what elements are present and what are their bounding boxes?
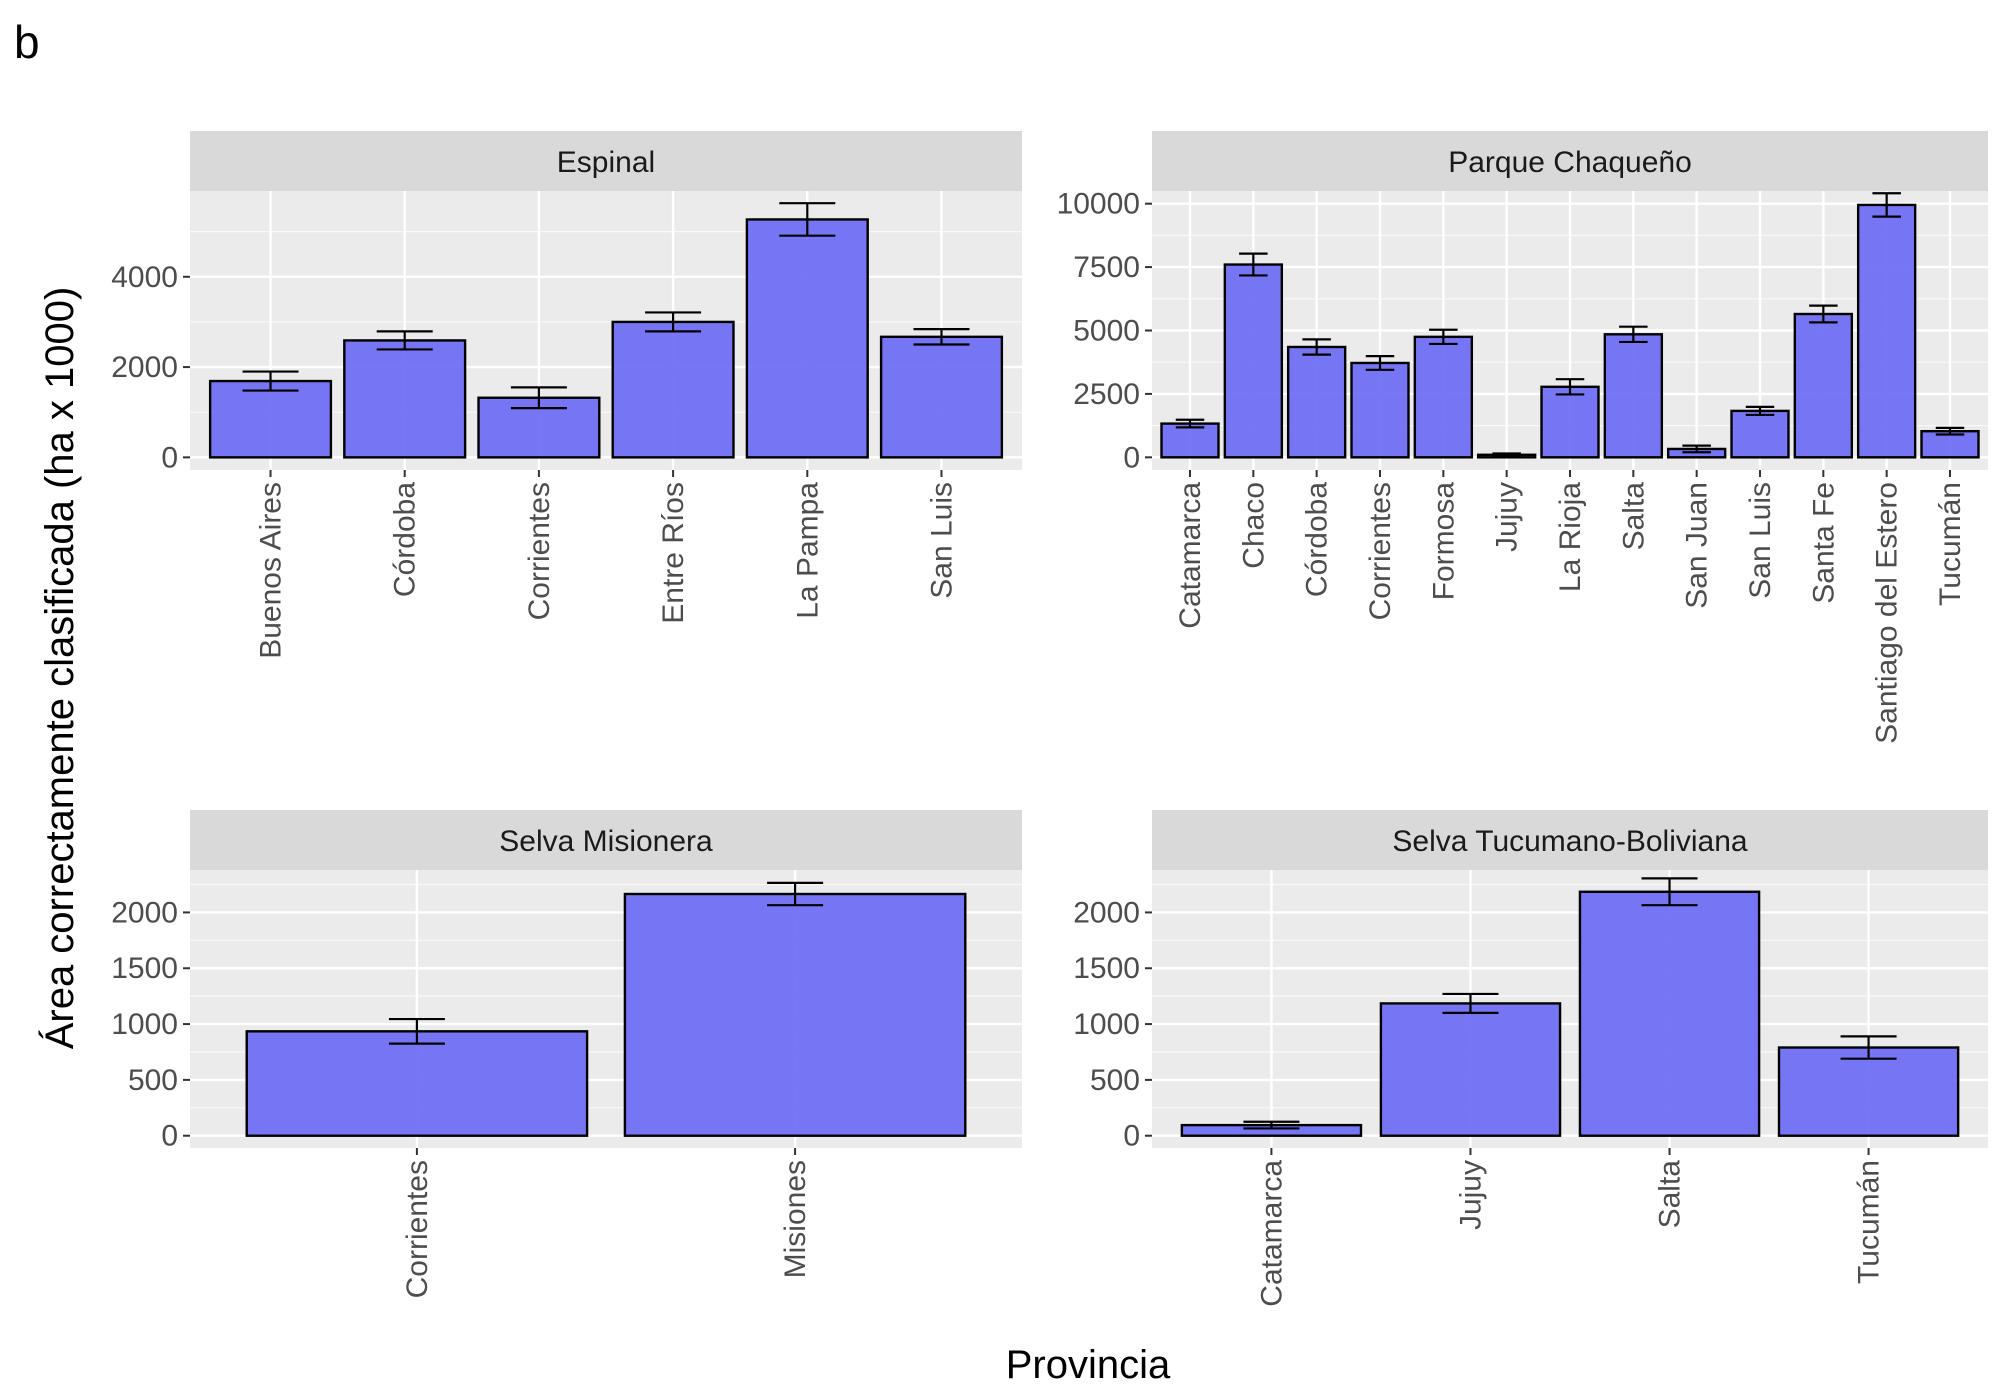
y-tick-label: 10000 (1057, 188, 1140, 221)
bar (1350, 361, 1410, 459)
x-tick-label: La Rioja (1554, 482, 1587, 592)
facet-strip (1152, 131, 1988, 191)
facet-panels: Espinal 0 2000 4000 Buenos Aires Córdoba Corri… (111, 131, 1988, 1307)
facet-strip (190, 810, 1022, 870)
facet-title: Parque Chaqueño (1448, 146, 1692, 179)
y-tick-label: 1000 (1073, 1008, 1140, 1041)
x-tick-label: Tucumán (1934, 482, 1967, 606)
facet-title: Selva Tucumano-Boliviana (1392, 825, 1748, 858)
bar (879, 335, 1004, 459)
bar (245, 1030, 589, 1137)
y-tick-label: 1500 (111, 952, 178, 985)
bar (208, 379, 333, 459)
y-tick-label: 2500 (1073, 378, 1140, 411)
x-tick-label: Santa Fe (1807, 482, 1840, 604)
y-tick-label: 0 (161, 441, 178, 474)
bar (1223, 263, 1284, 459)
x-tick-label: Tucumán (1853, 1160, 1886, 1284)
y-tick-label: 0 (1123, 441, 1140, 474)
bar (1730, 409, 1790, 459)
x-tick-label: Jujuy (1491, 482, 1524, 552)
x-tick-label: Buenos Aires (255, 482, 288, 659)
x-tick-label: Corrientes (401, 1160, 434, 1298)
bar (343, 339, 467, 459)
facet-panel: Selva Tucumano-Boliviana 0 500 1000 1500 2000… (1073, 810, 1988, 1307)
x-tick-label: Catamarca (1174, 482, 1207, 629)
facet-panel: Parque Chaqueño 0 2500 5000 7500 10000 Catamar… (1057, 131, 1988, 744)
y-tick-label: 500 (1090, 1064, 1140, 1097)
y-tick-label: 1500 (1073, 952, 1140, 985)
y-tick-label: 2000 (111, 351, 178, 384)
x-tick-label: Chaco (1237, 482, 1270, 569)
facet-title: Selva Misionera (499, 825, 713, 858)
bar (745, 218, 869, 459)
x-tick-label: Entre Ríos (657, 482, 690, 624)
y-tick-label: 2000 (1073, 896, 1140, 929)
x-tick-label: Jujuy (1454, 1160, 1487, 1230)
x-tick-label: Salta (1654, 1160, 1687, 1229)
bar (623, 892, 967, 1137)
y-tick-label: 7500 (1073, 251, 1140, 284)
x-tick-label: Corrientes (523, 482, 556, 620)
y-tick-label: 0 (161, 1120, 178, 1153)
x-tick-label: San Luis (1744, 482, 1777, 599)
x-tick-label: La Pampa (791, 482, 824, 619)
bar (1540, 385, 1600, 459)
x-tick-label: Formosa (1427, 482, 1460, 601)
y-tick-label: 2000 (111, 896, 178, 929)
figure-tag: b (14, 16, 40, 68)
y-tick-label: 4000 (111, 261, 178, 294)
bar (1413, 335, 1474, 459)
x-tick-label: San Juan (1681, 482, 1714, 609)
y-tick-label: 5000 (1073, 315, 1140, 348)
x-tick-label: Salta (1617, 482, 1650, 551)
facet-strip (190, 131, 1022, 191)
facet-strip (1152, 810, 1988, 870)
x-tick-label: Corrientes (1364, 482, 1397, 620)
bar (1793, 312, 1854, 459)
x-tick-label: Córdoba (389, 482, 422, 597)
bar (1160, 422, 1220, 459)
bar (1777, 1046, 1960, 1137)
x-axis-title: Provincia (1006, 1343, 1171, 1387)
x-tick-label: Misiones (779, 1160, 812, 1278)
bar (1856, 203, 1917, 459)
bar (1379, 1002, 1562, 1137)
facet-panel: Selva Misionera 0 500 1000 1500 2000 Corriente… (111, 810, 1022, 1298)
y-tick-label: 1000 (111, 1008, 178, 1041)
y-tick-label: 0 (1123, 1120, 1140, 1153)
y-axis-title: Área correctamente clasificada (ha x 100… (37, 287, 82, 1050)
bar (1603, 333, 1664, 459)
x-tick-label: Córdoba (1301, 482, 1334, 597)
x-tick-label: Santiago del Estero (1871, 482, 1904, 744)
y-tick-label: 500 (128, 1064, 178, 1097)
bar (1286, 345, 1347, 459)
bar (1578, 890, 1761, 1137)
x-tick-label: San Luis (925, 482, 958, 599)
x-tick-label: Catamarca (1255, 1160, 1288, 1307)
bar (611, 320, 735, 459)
facet-title: Espinal (557, 146, 655, 179)
facet-panel: Espinal 0 2000 4000 Buenos Aires Córdoba Corri… (111, 131, 1022, 659)
